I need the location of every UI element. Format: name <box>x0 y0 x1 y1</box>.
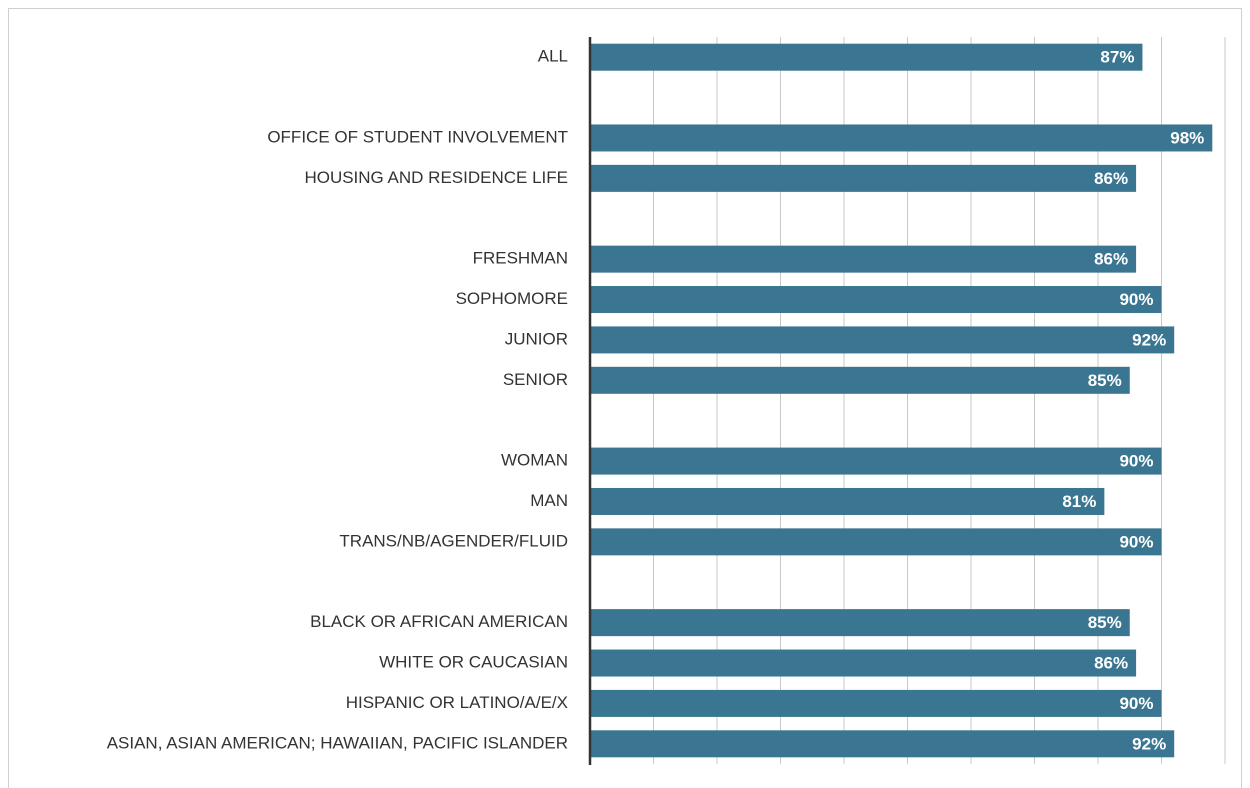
y-tick-label: TRANS/NB/AGENDER/FLUID <box>339 531 568 550</box>
bar <box>590 164 1137 192</box>
y-tick-label: SOPHOMORE <box>456 289 568 308</box>
bar <box>590 326 1175 354</box>
value-label: 90% <box>1119 694 1153 713</box>
bar <box>590 245 1137 273</box>
value-label: 90% <box>1119 532 1153 551</box>
value-label: 90% <box>1119 452 1153 471</box>
value-label: 87% <box>1100 48 1134 67</box>
value-label: 90% <box>1119 290 1153 309</box>
y-tick-label: SENIOR <box>503 370 568 389</box>
y-tick-label: JUNIOR <box>505 329 568 348</box>
bar <box>590 124 1213 152</box>
bar <box>590 286 1162 314</box>
bar <box>590 528 1162 556</box>
y-tick-label: BLACK OR AFRICAN AMERICAN <box>310 612 568 631</box>
value-label: 86% <box>1094 654 1128 673</box>
y-tick-label: OFFICE OF STUDENT INVOLVEMENT <box>267 127 568 146</box>
bar <box>590 487 1105 515</box>
value-label: 85% <box>1088 371 1122 390</box>
bar <box>590 730 1175 758</box>
y-tick-label: MAN <box>530 491 568 510</box>
bar <box>590 609 1130 637</box>
value-label: 92% <box>1132 330 1166 349</box>
value-label: 98% <box>1170 128 1204 147</box>
bar <box>590 649 1137 677</box>
bar <box>590 447 1162 475</box>
frame <box>8 8 1242 788</box>
value-label: 86% <box>1094 250 1128 269</box>
value-label: 86% <box>1094 169 1128 188</box>
y-tick-label: HOUSING AND RESIDENCE LIFE <box>304 168 568 187</box>
bar <box>590 366 1130 394</box>
y-tick-label: FRESHMAN <box>473 249 568 268</box>
value-label: 81% <box>1062 492 1096 511</box>
value-label: 85% <box>1088 613 1122 632</box>
bar <box>590 43 1143 71</box>
y-tick-label: HISPANIC OR LATINO/A/E/X <box>346 693 568 712</box>
bar <box>590 689 1162 717</box>
y-tick-label: ALL <box>538 47 568 66</box>
y-tick-label: ASIAN, ASIAN AMERICAN; HAWAIIAN, PACIFIC… <box>107 733 568 752</box>
value-label: 92% <box>1132 734 1166 753</box>
y-tick-label: WOMAN <box>501 451 568 470</box>
y-tick-label: WHITE OR CAUCASIAN <box>379 653 568 672</box>
